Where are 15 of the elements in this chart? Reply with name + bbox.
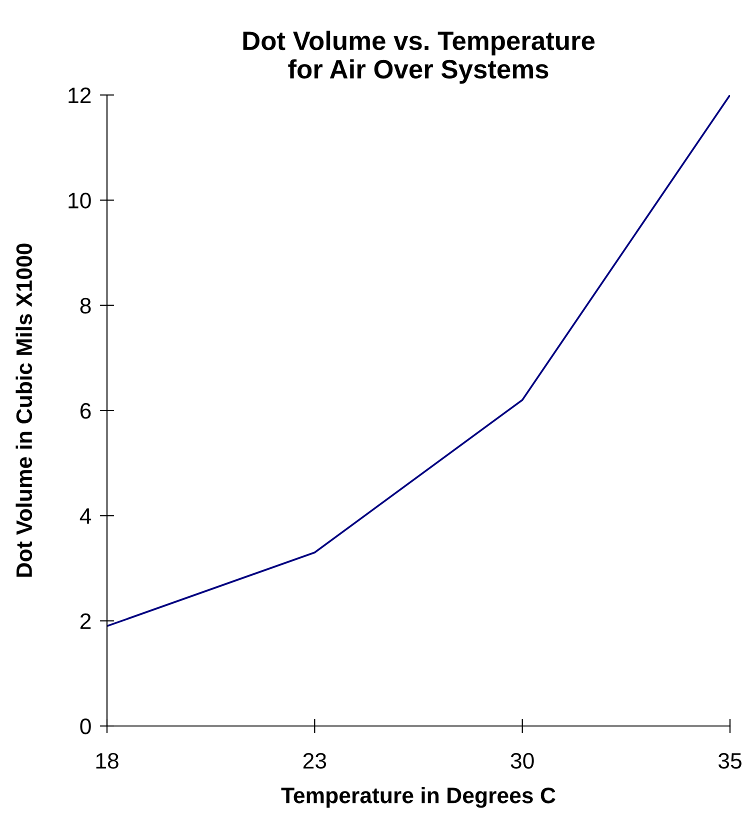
y-axis-title: Dot Volume in Cubic Mils X1000 — [16, 244, 32, 577]
y-tick-label: 2 — [80, 613, 91, 629]
line-series — [107, 95, 730, 627]
x-tick-label: 18 — [96, 752, 118, 769]
x-tick-label: 23 — [303, 752, 326, 769]
y-tick-label: 12 — [68, 88, 91, 104]
x-axis-title: Temperature in Degrees C — [281, 786, 556, 808]
y-tick-label: 8 — [80, 298, 91, 314]
x-tick-label: 35 — [718, 752, 742, 769]
x-tick-label: 30 — [510, 752, 534, 769]
y-tick-label: 10 — [68, 192, 91, 208]
y-tick-label: 4 — [80, 508, 92, 524]
y-tick-label: 6 — [80, 403, 91, 419]
y-tick-label: 0 — [80, 718, 91, 734]
chart-title: Dot Volume vs. Temperature for Air Over Systems — [243, 30, 595, 84]
